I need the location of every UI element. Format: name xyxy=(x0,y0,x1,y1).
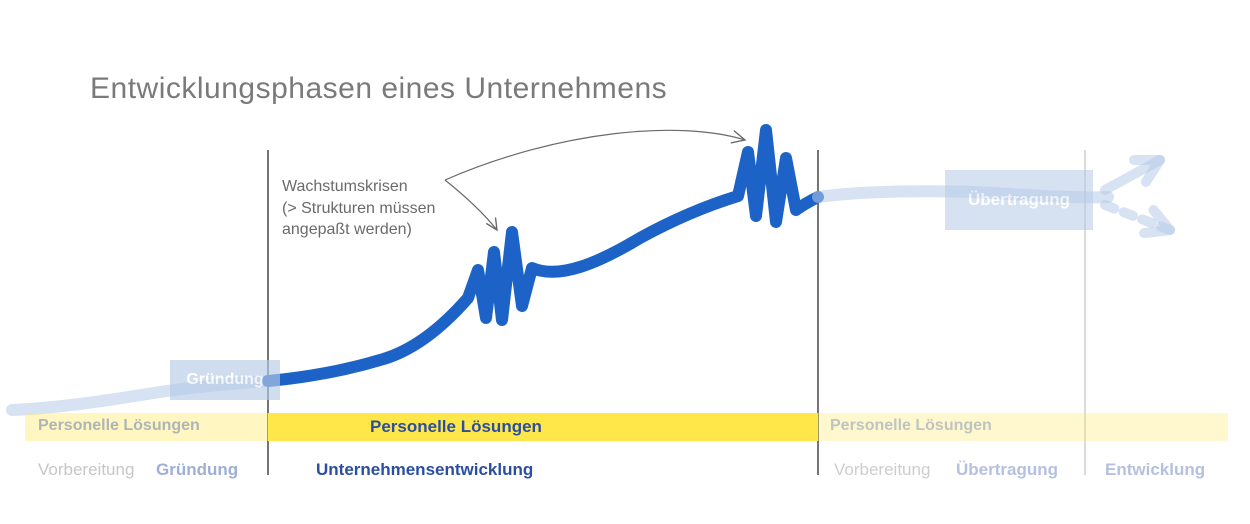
yellow-band-label: Personelle Lösungen xyxy=(370,417,542,437)
yellow-band-label: Personelle Lösungen xyxy=(38,417,200,435)
phase-box: Gründung xyxy=(170,360,280,400)
phase-label: Vorbereitung xyxy=(834,460,930,480)
diagram-stage: Entwicklungsphasen eines Unternehmens Wa… xyxy=(0,0,1250,524)
diagram-svg xyxy=(0,0,1250,524)
phase-label: Entwicklung xyxy=(1105,460,1205,480)
phase-label: Übertragung xyxy=(956,460,1058,480)
phase-box: Übertragung xyxy=(945,170,1093,230)
phase-label: Vorbereitung xyxy=(38,460,134,480)
yellow-band-label: Personelle Lösungen xyxy=(830,417,992,435)
phase-label: Unternehmensentwicklung xyxy=(316,460,533,480)
phase-label: Gründung xyxy=(156,460,238,480)
yellow-band-segment xyxy=(268,413,818,441)
